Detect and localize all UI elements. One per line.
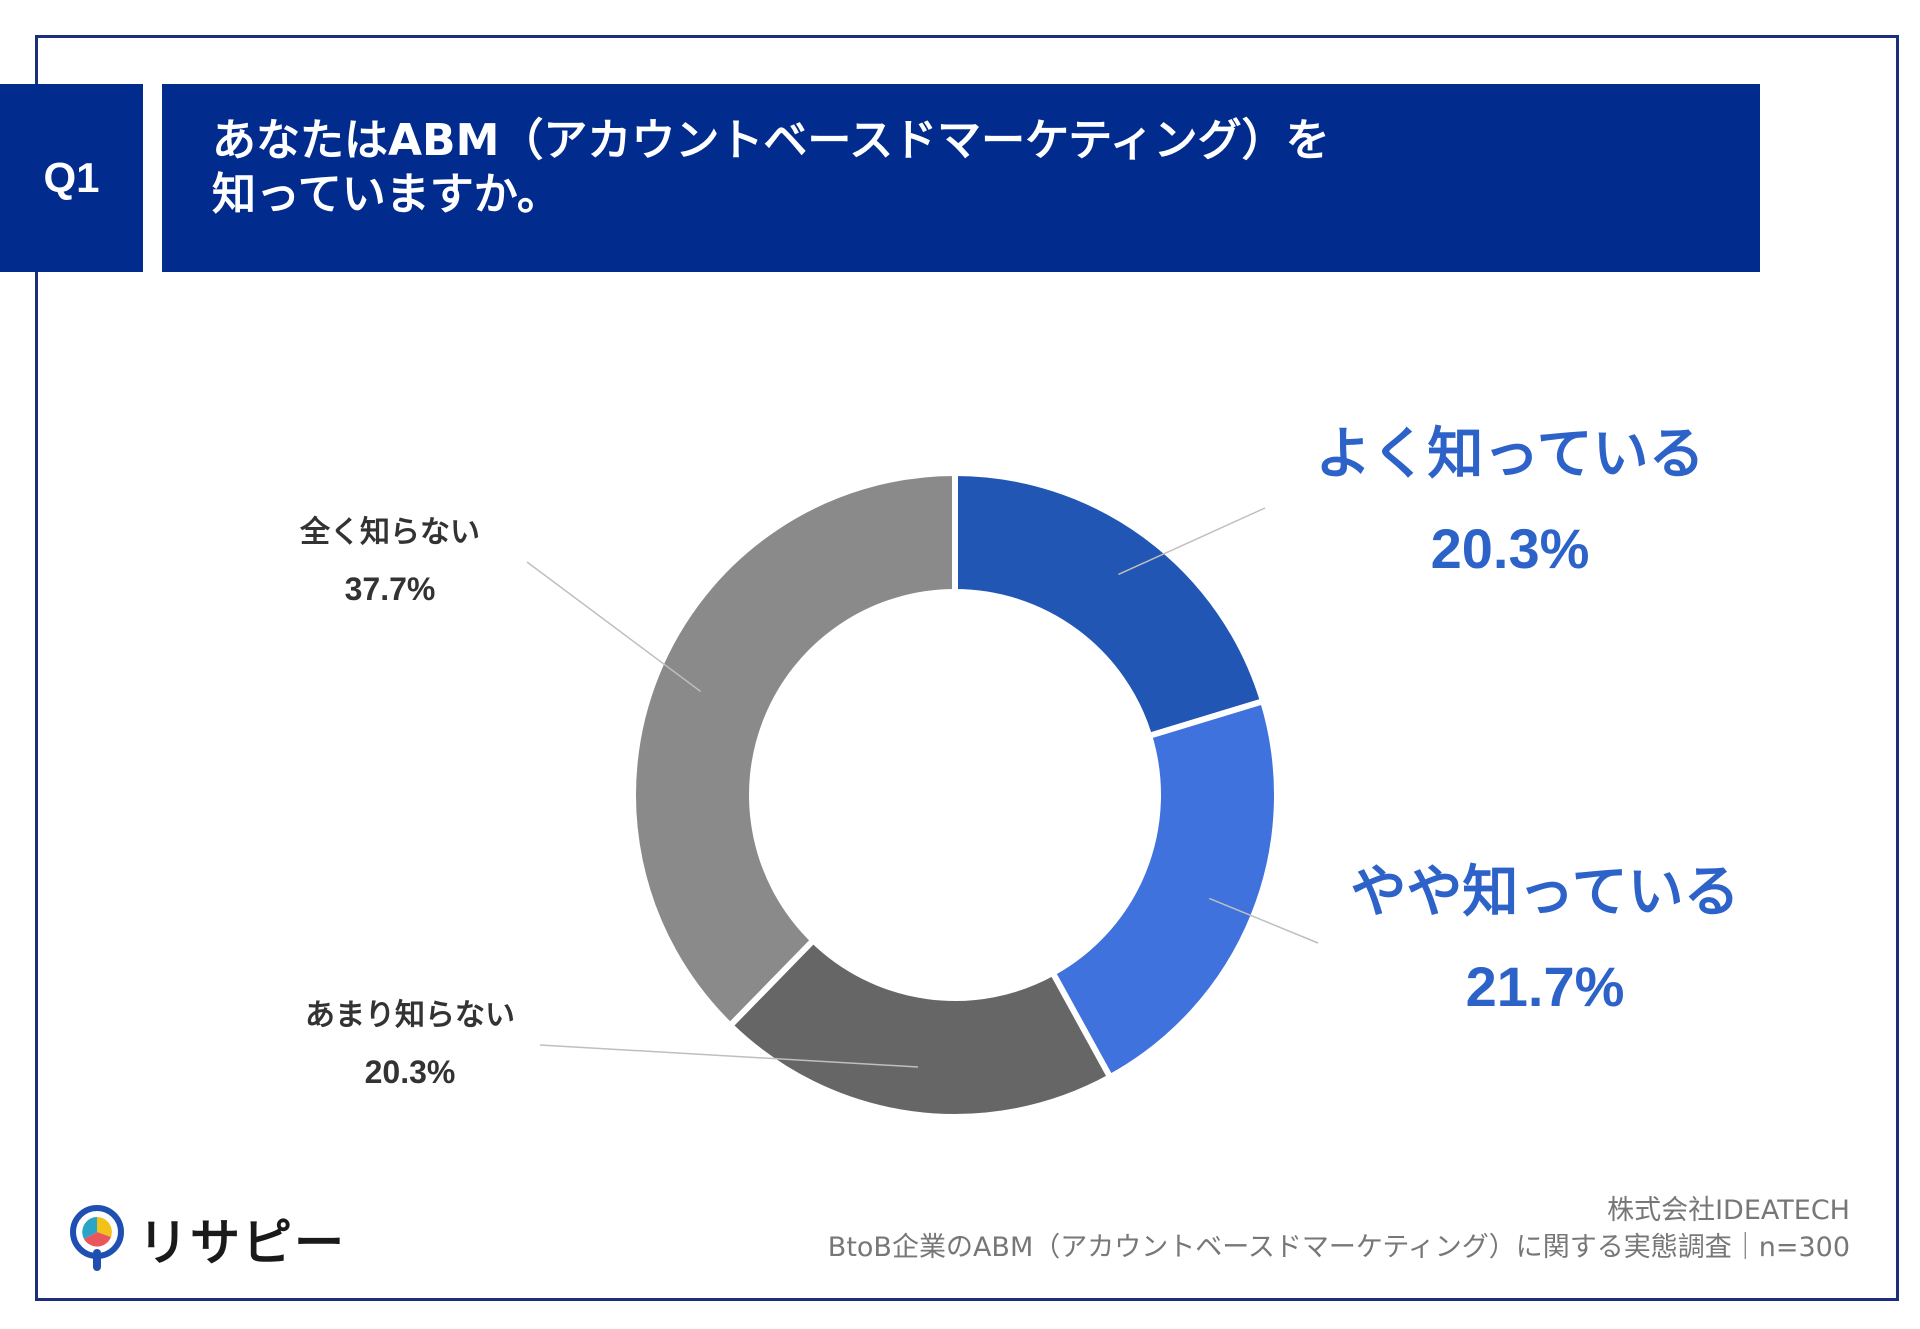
- question-line-1: あなたはABM（アカウントベースドマーケティング）を: [212, 115, 1330, 166]
- category-label: 全く知らない: [300, 515, 480, 550]
- category-label: よく知っている: [1315, 422, 1705, 487]
- source-company: 株式会社IDEATECH: [1607, 1195, 1850, 1226]
- category-label: やや知っている: [1350, 860, 1740, 925]
- donut-slice: [630, 469, 958, 1030]
- leader-line: [526, 561, 702, 693]
- slide-frame: [35, 35, 1899, 1301]
- value-label: 21.7%: [1465, 955, 1625, 1018]
- donut-slice: [1048, 697, 1280, 1082]
- source-survey: BtoB企業のABM（アカウントベースドマーケティング）に関する実態調査｜n=3…: [827, 1232, 1850, 1263]
- question-line-2: 知っていますか。: [212, 169, 561, 220]
- leader-line: [1118, 507, 1266, 576]
- donut-slice: [725, 936, 1115, 1120]
- label-cat-3: 全く知らない 37.7%: [240, 505, 540, 617]
- question-badge: Q1: [0, 84, 143, 272]
- value-label: 37.7%: [344, 571, 436, 607]
- question-title: あなたはABM（アカウントベースドマーケティング）を 知っていますか。: [162, 84, 1760, 272]
- label-cat-0: よく知っている 20.3%: [1295, 420, 1725, 584]
- source-credit: 株式会社IDEATECH BtoB企業のABM（アカウントベースドマーケティング…: [828, 1192, 1850, 1266]
- label-cat-1: やや知っている 21.7%: [1330, 858, 1760, 1022]
- value-label: 20.3%: [1430, 517, 1590, 580]
- value-label: 20.3%: [364, 1054, 456, 1090]
- donut-slice: [952, 469, 1267, 740]
- brand-logo: リサピー: [70, 1203, 346, 1275]
- label-cat-2: あまり知らない 20.3%: [260, 988, 560, 1100]
- magnifier-pie-icon: [70, 1205, 124, 1271]
- logo-text: リサピー: [138, 1214, 346, 1272]
- leader-line: [539, 1044, 919, 1068]
- leader-line: [1208, 897, 1319, 944]
- category-label: あまり知らない: [305, 998, 515, 1033]
